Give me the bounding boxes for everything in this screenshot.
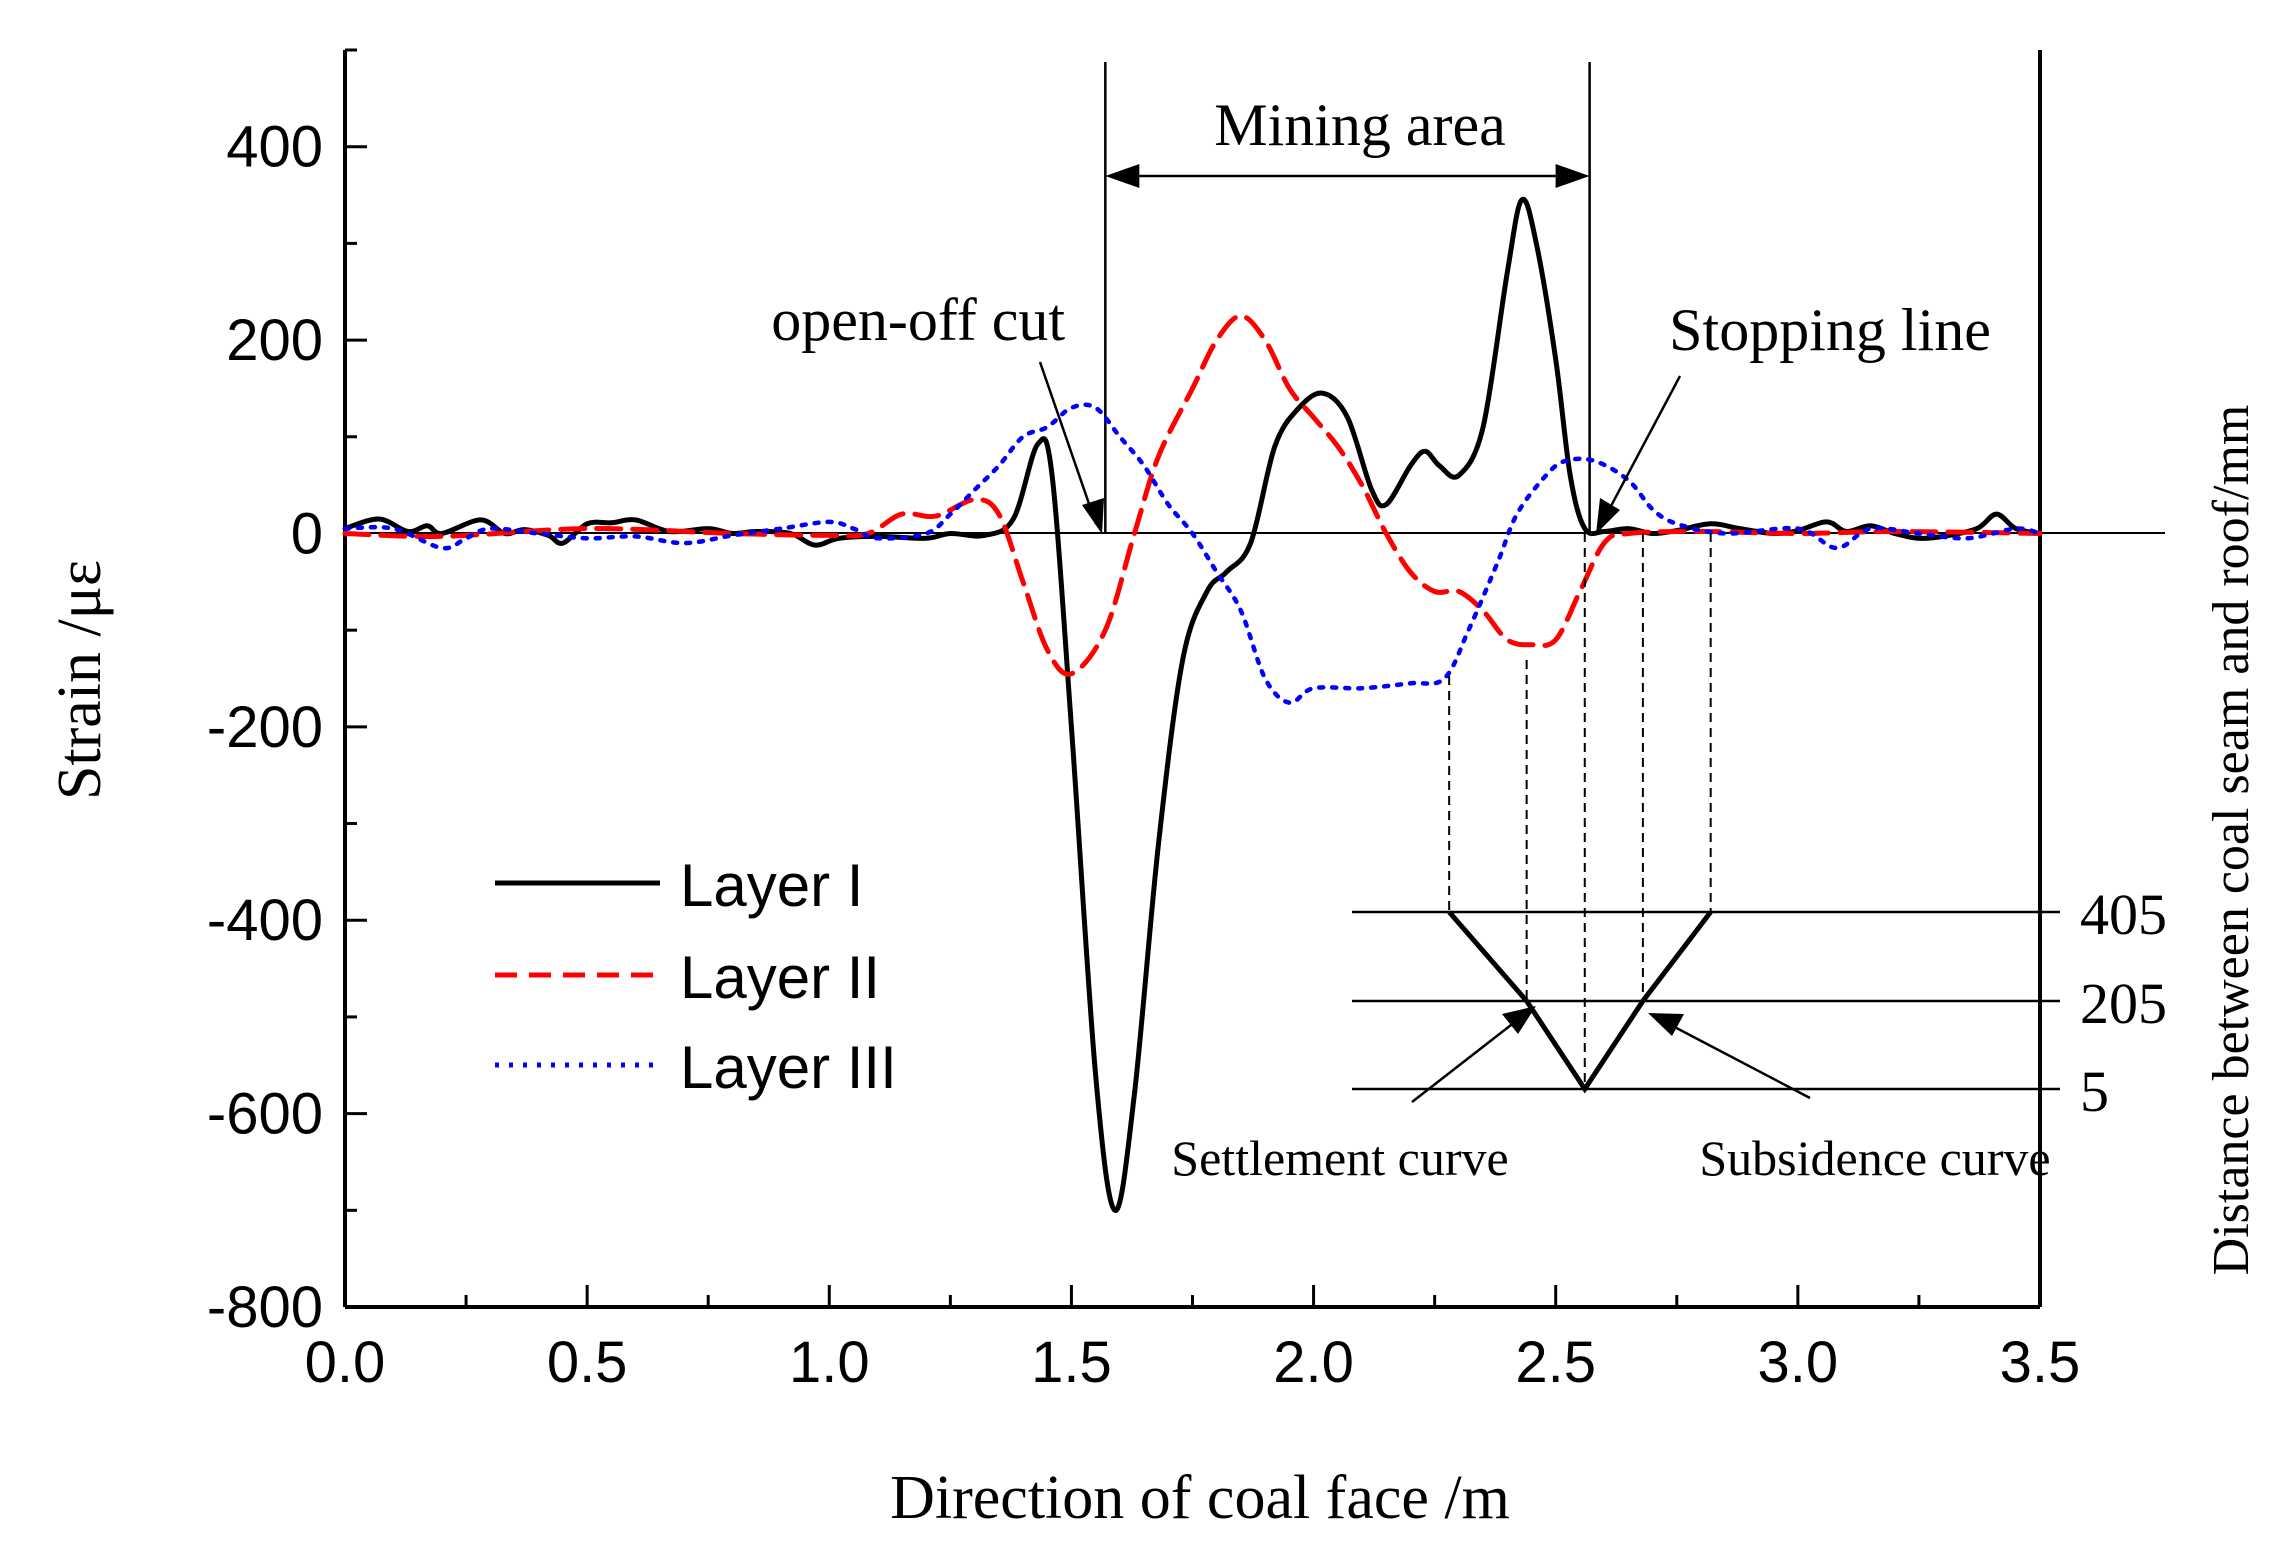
mining-area-arrowhead-right (1555, 164, 1590, 188)
x-tick-label: 0.0 (305, 1330, 386, 1395)
x-tick-label: 2.5 (1515, 1330, 1596, 1395)
stopping-line-arrow (1160, 370, 1600, 522)
open-off-cut-arrowhead (1082, 498, 1104, 534)
series-line-layer-3 (342, 402, 2043, 705)
mining-area-arrowhead-left (1105, 164, 1140, 188)
x-tick-labels: 0.0 0.5 1.0 1.5 2.0 2.5 3.0 3.5 (305, 1330, 2081, 1395)
y-axis-label: Strain /με (46, 560, 114, 800)
y-tick-label: 0 (291, 501, 323, 566)
x-tick-label: 3.5 (2000, 1330, 2081, 1395)
y-tick-label: -600 (207, 1082, 323, 1147)
open-off-cut-label: open-off cut (771, 287, 1065, 353)
y-tick-label: 200 (226, 308, 323, 373)
inset-level-label: 405 (2080, 882, 2167, 947)
subsidence-arrow (1664, 1020, 1811, 1100)
legend-label-layer-3: Layer III (680, 1034, 897, 1101)
inset-level-label: 5 (2080, 1059, 2109, 1124)
x-tick-label: 3.0 (1758, 1330, 1839, 1395)
tick-marks (343, 48, 2042, 1309)
y-tick-label: -800 (207, 1275, 323, 1340)
open-off-cut-arrow (1038, 361, 1098, 525)
mining-area-label: Mining area (1214, 92, 1506, 158)
inset-diagram: 405 205 5 (1352, 533, 2167, 1124)
settlement-arrowhead (1502, 1006, 1536, 1034)
legend-label-layer-1: Layer I (680, 852, 863, 919)
y-tick-label: 400 (226, 115, 323, 180)
series-lines (342, 196, 2043, 1213)
inset-level-label: 205 (2080, 971, 2167, 1036)
x-tick-label: 2.0 (1273, 1330, 1354, 1395)
y2-axis-label: Distance between coal seam and roof/mm (2203, 405, 2260, 1276)
stopping-line-pointer (1600, 375, 1682, 524)
stopping-line-label: Stopping line (1669, 297, 1991, 363)
subsidence-arrowhead (1648, 1013, 1684, 1036)
stopping-line-arrowhead (1596, 498, 1620, 534)
legend: Layer I Layer II Layer III (495, 852, 897, 1101)
x-axis-label: Direction of coal face /m (890, 1464, 1510, 1532)
x-tick-label: 1.0 (789, 1330, 870, 1395)
settlement-curve-label: Settlement curve (1171, 1130, 1508, 1186)
x-tick-label: 0.5 (547, 1330, 628, 1395)
x-tick-label: 1.5 (1031, 1330, 1112, 1395)
settlement-arrow (1411, 1017, 1521, 1103)
y-tick-label: -400 (207, 888, 323, 953)
series-line-layer-2 (342, 313, 2043, 677)
y-tick-label: -200 (207, 695, 323, 760)
inset-v-curve (1447, 910, 1713, 1094)
y-tick-labels: 400 200 0 -200 -400 -600 -800 (207, 115, 323, 1340)
legend-label-layer-2: Layer II (680, 944, 880, 1011)
subsidence-curve-label: Subsidence curve (1699, 1130, 2050, 1186)
